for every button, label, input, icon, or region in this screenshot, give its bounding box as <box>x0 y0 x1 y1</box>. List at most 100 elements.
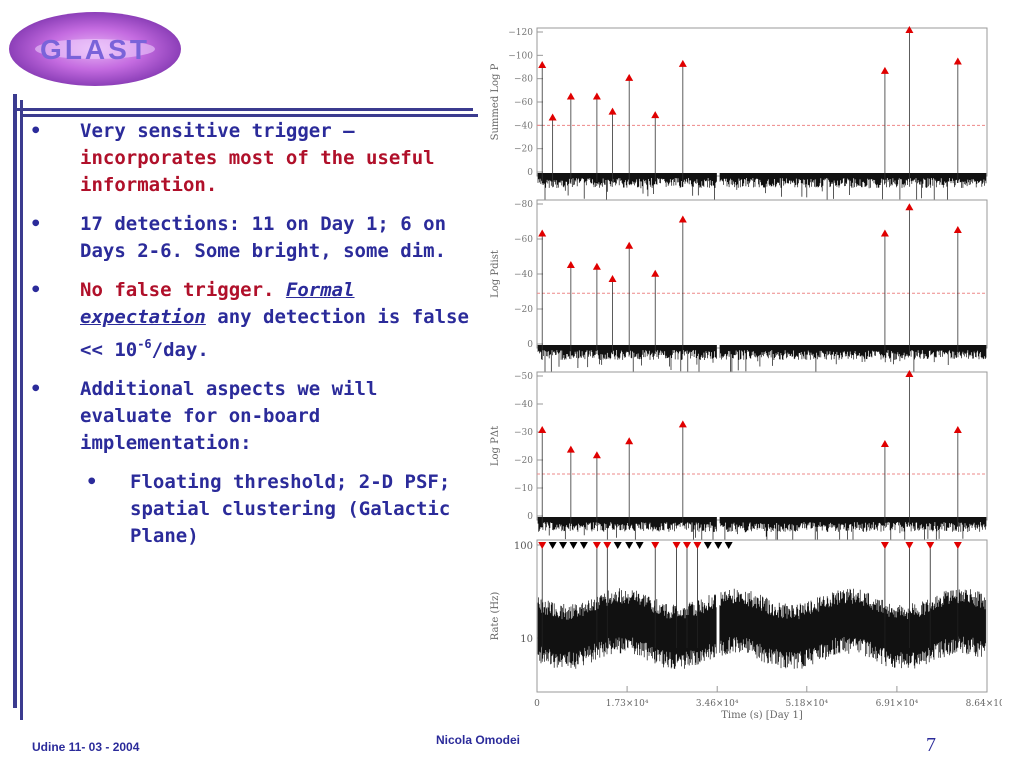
bullet-list: • Very sensitive trigger — incorporates m… <box>30 118 470 560</box>
bullet-text: Additional aspects we will evaluate for … <box>80 378 378 454</box>
burst-marker <box>559 542 568 549</box>
detection-marker <box>608 275 617 282</box>
y-tick-label: −30 <box>514 428 533 438</box>
y-axis-label: Log PΔt <box>490 426 501 466</box>
y-tick-label: −40 <box>514 270 533 280</box>
burst-marker <box>953 542 962 549</box>
page-number: 7 <box>926 734 936 756</box>
bullet-2: • 17 detections: 11 on Day 1; 6 on Days 2… <box>30 211 470 265</box>
bullet-text: Formal expectation <box>80 279 355 328</box>
y-tick-label: −80 <box>514 200 533 210</box>
burst-marker <box>672 542 681 549</box>
detection-marker <box>566 261 575 268</box>
bullet-3: • No false trigger. Formal expectation an… <box>30 277 470 364</box>
detection-marker <box>678 420 687 428</box>
x-tick-label: 3.46×10⁴ <box>696 699 739 709</box>
y-tick-label: 0 <box>527 340 533 350</box>
burst-marker <box>635 542 644 549</box>
detection-marker <box>905 203 914 211</box>
detection-marker <box>566 445 575 453</box>
sub-bullet-1: • Floating threshold; 2-D PSF; spatial cl… <box>30 469 470 550</box>
plot-frame <box>536 27 988 177</box>
detection-marker <box>625 73 634 81</box>
x-tick-label: 1.73×10⁴ <box>606 699 649 709</box>
burst-marker <box>613 542 622 549</box>
y-tick-label: −20 <box>514 305 533 315</box>
burst-marker <box>603 542 612 549</box>
burst-marker <box>880 542 889 549</box>
y-axis-label: Rate (Hz) <box>490 592 501 641</box>
burst-marker <box>625 542 634 549</box>
bullet-text: No false trigger. <box>80 279 286 301</box>
detection-marker <box>592 92 601 100</box>
detection-marker <box>566 92 575 100</box>
bullet-1: • Very sensitive trigger — incorporates m… <box>30 118 470 199</box>
detection-marker <box>538 61 547 68</box>
y-tick-label: 100 <box>514 541 533 552</box>
burst-marker <box>538 542 547 549</box>
detection-marker <box>625 241 634 249</box>
detection-marker <box>905 26 914 33</box>
burst-marker <box>905 542 914 549</box>
detection-marker <box>678 59 687 67</box>
footer-author: Nicola Omodei <box>436 733 521 747</box>
burst-marker <box>579 542 588 549</box>
y-tick-label: −100 <box>508 51 533 61</box>
footer-date: Udine 11- 03 - 2004 <box>32 740 140 754</box>
y-tick-label: −120 <box>508 28 533 38</box>
y-tick-label: 0 <box>527 168 533 178</box>
detection-marker <box>592 451 601 459</box>
left-frame-bar-inner <box>20 100 23 720</box>
y-tick-label: −50 <box>514 372 533 382</box>
bullet-text: 17 detections: 11 on Day 1; 6 on Days 2-… <box>80 213 447 262</box>
burst-marker <box>724 542 733 549</box>
burst-marker <box>683 542 691 549</box>
detection-marker <box>880 440 889 447</box>
detection-marker <box>651 111 660 119</box>
burst-marker <box>548 542 557 549</box>
bullet-glyph: • <box>30 213 42 235</box>
y-axis-label: Log Pdist <box>490 250 501 298</box>
data-trace <box>537 517 987 549</box>
rate-trace <box>537 588 986 669</box>
burst-marker <box>569 542 578 549</box>
bullet-text: Very sensitive trigger — <box>80 120 355 142</box>
y-tick-label: −60 <box>514 98 533 108</box>
y-tick-label: 10 <box>520 634 533 645</box>
plot-frame <box>536 199 988 349</box>
detection-marker <box>953 226 962 233</box>
plot-frame <box>536 371 988 521</box>
detection-marker <box>548 113 557 121</box>
bullet-text: -6 <box>137 337 152 351</box>
y-tick-label: −10 <box>514 484 533 494</box>
detection-marker <box>538 426 547 433</box>
burst-marker <box>651 542 660 549</box>
x-tick-label: 6.91×10⁴ <box>876 699 919 709</box>
y-tick-label: −40 <box>514 121 533 131</box>
x-tick-label: 8.64×10⁴ <box>966 699 1002 709</box>
top-frame-bar-inner <box>20 114 478 117</box>
detection-marker <box>678 215 687 223</box>
data-trace <box>537 345 987 381</box>
bullet-glyph: • <box>30 120 42 142</box>
bullet-text: /day. <box>151 339 209 361</box>
detection-marker <box>625 437 634 445</box>
bullet-text: any detection is false << 10 <box>80 306 469 361</box>
detection-marker <box>880 66 889 74</box>
x-tick-label: 5.18×10⁴ <box>785 699 828 709</box>
y-tick-label: −60 <box>514 235 533 245</box>
detection-marker <box>953 426 962 433</box>
detection-marker <box>651 269 660 277</box>
y-tick-label: 0 <box>527 512 533 522</box>
burst-marker <box>693 542 702 549</box>
left-frame-bar-outer <box>13 94 17 708</box>
y-tick-label: −20 <box>514 456 533 466</box>
burst-marker <box>714 542 723 549</box>
bullet-glyph: • <box>86 471 98 493</box>
y-tick-label: −20 <box>514 145 533 155</box>
bullet-glyph: • <box>30 378 42 400</box>
detection-marker <box>880 229 889 237</box>
burst-marker <box>926 542 935 549</box>
x-tick-label: 0 <box>534 699 540 709</box>
